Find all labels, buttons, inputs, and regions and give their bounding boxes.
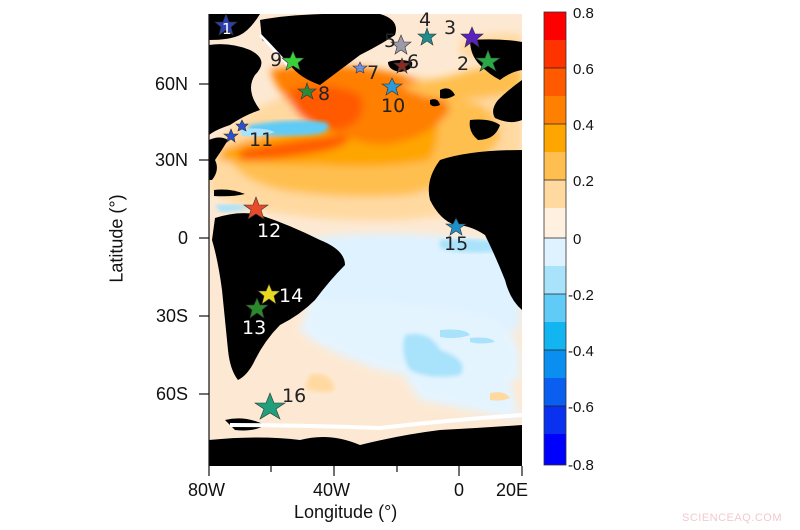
colorbar-tick-neg0.2: -0.2 xyxy=(568,287,594,304)
site-star-5[interactable]: 5 xyxy=(384,30,412,55)
x-tick-20e: 20E xyxy=(496,480,529,500)
colorbar xyxy=(543,11,567,466)
site-star-12[interactable]: 12 xyxy=(243,196,281,242)
colorbar-tick-0.4: 0.4 xyxy=(573,117,594,134)
y-tick-60s: 60S xyxy=(155,384,188,404)
x-tick-80w: 80W xyxy=(188,480,226,500)
watermark: SCIENCEAQ.COM xyxy=(681,512,782,524)
svg-text:4: 4 xyxy=(419,9,431,31)
y-tick-30s: 30S xyxy=(155,306,188,326)
x-tick-0: 0 xyxy=(454,480,465,500)
svg-text:10: 10 xyxy=(381,95,405,117)
colorbar-tick-0: 0 xyxy=(573,231,582,248)
site-star-7[interactable]: 7 xyxy=(352,61,379,84)
site-star-15[interactable]: 15 xyxy=(444,217,468,255)
site-star-6[interactable]: 6 xyxy=(393,51,419,74)
site-star-10[interactable]: 10 xyxy=(381,77,405,117)
x-tick-40w: 40W xyxy=(313,480,351,500)
svg-text:15: 15 xyxy=(444,233,468,255)
x-axis-title: Longitude (°) xyxy=(294,502,398,522)
axis-ticks xyxy=(199,14,523,476)
svg-text:2: 2 xyxy=(457,53,469,75)
site-star-9[interactable]: 9 xyxy=(270,49,305,71)
site-star-14[interactable]: 14 xyxy=(257,283,303,307)
colorbar-tick-0.2: 0.2 xyxy=(573,173,594,190)
colorbar-tick-0.6: 0.6 xyxy=(573,61,594,78)
site-star-13[interactable]: 13 xyxy=(242,297,269,339)
svg-text:12: 12 xyxy=(257,220,281,242)
colorbar-tick-neg0.4: -0.4 xyxy=(568,343,594,360)
svg-text:7: 7 xyxy=(367,62,379,84)
svg-text:16: 16 xyxy=(282,385,306,407)
colorbar-tick-0.8: 0.8 xyxy=(573,5,594,22)
svg-text:14: 14 xyxy=(279,285,303,307)
y-tick-60n: 60N xyxy=(154,74,188,94)
svg-text:5: 5 xyxy=(384,30,396,52)
svg-text:13: 13 xyxy=(242,317,266,339)
y-tick-0: 0 xyxy=(177,228,188,248)
site-star-11a[interactable] xyxy=(235,119,249,132)
svg-text:8: 8 xyxy=(318,83,330,105)
site-star-16[interactable]: 16 xyxy=(254,385,306,420)
site-star-4[interactable]: 4 xyxy=(417,9,437,46)
site-star-2[interactable]: 2 xyxy=(457,49,501,75)
svg-text:3: 3 xyxy=(444,17,456,39)
site-star-11b[interactable]: 11 xyxy=(223,128,273,151)
y-axis-title: Latitude (°) xyxy=(106,194,127,283)
colorbar-tick-neg0.6: -0.6 xyxy=(568,399,594,416)
map-field xyxy=(209,14,522,466)
site-star-8[interactable]: 8 xyxy=(297,82,330,105)
svg-text:11: 11 xyxy=(249,129,273,151)
site-star-1[interactable]: 1 xyxy=(214,13,238,38)
site-star-3[interactable]: 3 xyxy=(444,17,484,48)
svg-text:1: 1 xyxy=(222,20,232,38)
colorbar-tick-neg0.8: -0.8 xyxy=(568,457,594,474)
y-tick-30n: 30N xyxy=(154,150,188,170)
site-markers: 1 2 3 4 5 6 7 8 9 10 11 12 13 14 15 16 xyxy=(214,9,501,420)
svg-text:9: 9 xyxy=(270,49,282,71)
svg-text:6: 6 xyxy=(407,51,419,73)
